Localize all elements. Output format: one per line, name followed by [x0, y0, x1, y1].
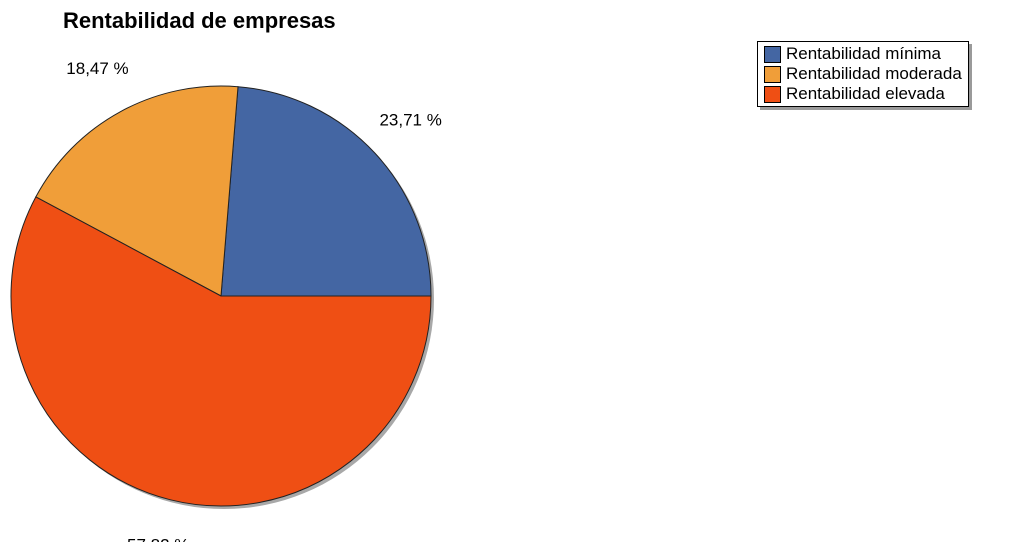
legend-label: Rentabilidad elevada: [786, 84, 945, 103]
slice-value-label: 57,82 %: [127, 536, 189, 542]
legend-item-elevada: Rentabilidad elevada: [764, 84, 962, 104]
legend-swatch: [764, 65, 781, 83]
pie-slice-2: [35, 85, 239, 297]
legend-item-moderada: Rentabilidad moderada: [764, 64, 962, 84]
legend-label: Rentabilidad moderada: [786, 64, 962, 83]
pie-slice-1: [220, 86, 432, 297]
slice-value-label: 23,71 %: [379, 111, 441, 130]
chart-title: Rentabilidad de empresas: [63, 8, 336, 33]
pie-slice-3: [10, 196, 432, 507]
legend-label: Rentabilidad mínima: [786, 44, 941, 63]
legend-item-minima: Rentabilidad mínima: [764, 44, 962, 64]
slice-value-label: 18,47 %: [66, 59, 128, 78]
legend: Rentabilidad mínima Rentabilidad moderad…: [757, 41, 969, 107]
legend-swatch: [764, 85, 781, 103]
legend-swatch: [764, 45, 781, 63]
